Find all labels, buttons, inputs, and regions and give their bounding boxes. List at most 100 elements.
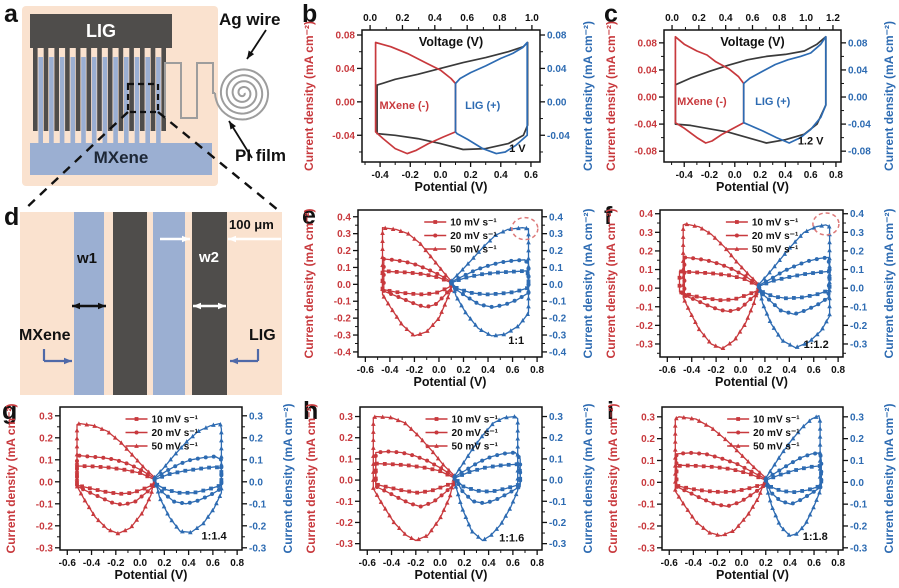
y-axis-title-left: Current density (mA cm⁻²): [606, 404, 620, 554]
y-tick-label-right: 0.0: [549, 476, 563, 487]
x-tick-label: 0.0: [133, 558, 147, 569]
y-axis-title-left: Current density (mA cm⁻²): [302, 21, 316, 171]
ag-wire-spiral: [214, 68, 270, 121]
x-axis: -0.6 -0.4 -0.2 0.0 0.2 0.4 0.6 0.8 Potential (V): [661, 550, 846, 582]
y-tick-label-left: 0.08: [638, 38, 658, 49]
y-tick-label-left: 0.3: [39, 411, 53, 422]
y-axis-title-right: Current density (mA cm⁻²): [882, 209, 896, 359]
legend-label: 10 mV s⁻¹: [152, 415, 199, 426]
plot-frame: [359, 406, 543, 551]
y-tick-label-left: -0.2: [334, 314, 352, 325]
x-tick-label: 0.4: [778, 170, 792, 181]
mxene-current-collector: [30, 143, 212, 175]
legend-label: 50 mV s⁻¹: [752, 245, 799, 256]
zoom-region-box: [126, 82, 160, 114]
x2-tick-label: 0.0: [665, 13, 679, 24]
mxene-electrode-label: MXene: [93, 148, 149, 167]
annotation-1:1.2: 1:1.2: [804, 339, 829, 351]
lig-finger: [118, 48, 124, 131]
lig-stripe-label: LIG: [249, 327, 276, 344]
y-tick-label-right: 0.0: [850, 284, 864, 295]
y-axis-title-right: Current density (mA cm⁻²): [281, 404, 295, 554]
chart-svg-h: -0.6 -0.4 -0.2 0.0 0.2 0.4 0.6 0.8 Potential (V)…: [304, 404, 595, 582]
y-axis-title-right: Current density (mA cm⁻²): [581, 21, 595, 171]
panel-letter-d: d: [4, 203, 20, 231]
y-tick-label-left: 0.0: [337, 280, 351, 291]
lig-stripe-1: [113, 212, 147, 395]
y-tick-label-right: -0.3: [549, 539, 567, 550]
y-tick-label-left: 0.0: [641, 478, 655, 489]
y-tick-label-left: -0.3: [636, 339, 654, 350]
annotation-1:1: 1:1: [508, 335, 524, 347]
x2-tick-label: 0.2: [692, 13, 706, 24]
legend-label: 50 mV s⁻¹: [152, 442, 199, 453]
series-MXene 20 mV s⁻¹: [74, 453, 157, 507]
plot-frame: [659, 209, 844, 358]
x-tick-label: 0.2: [157, 558, 171, 569]
legend-label: 10 mV s⁻¹: [753, 415, 800, 426]
x-tick-label: 0.2: [758, 365, 772, 376]
x-axis: -0.4 -0.2 0.0 0.2 0.4 0.6 0.8 Potential (V): [671, 162, 843, 194]
chart-panel-b: -0.4 -0.2 0.0 0.2 0.4 0.6 Potential (V) 0.0 0.2 0…: [300, 0, 598, 198]
panel-letter-i: i: [607, 397, 614, 425]
y-tick-label-right: 0.08: [848, 38, 868, 49]
lig-current-collector: [30, 14, 172, 48]
x-tick-label: -0.6: [359, 558, 377, 569]
x-tick-label: 0.0: [433, 170, 447, 181]
legend-label: 20 mV s⁻¹: [152, 428, 199, 439]
series-LIG 50 mV s⁻¹: [152, 422, 224, 535]
x2-axis: 0.0 0.2 0.4 0.6 0.8 1.0 1.2 Voltage (V): [665, 13, 840, 49]
y-tick-label-left: 0.3: [337, 229, 351, 240]
series-LIG 10 mV s⁻¹: [763, 464, 824, 495]
x-tick-label: -0.4: [685, 558, 703, 569]
y-axis-title-left: Current density (mA cm⁻²): [302, 209, 316, 359]
panel-letter-g: g: [2, 397, 18, 425]
y-axis-right: 0.3 0.2 0.1 0.0 -0.1 -0.2 -0.3 Current density …: [843, 404, 896, 554]
x-tick-label: 0.0: [734, 365, 748, 376]
series-MXene 50 mV s⁻¹: [74, 421, 157, 536]
plot-frame: [661, 406, 844, 551]
series-MXene 20 mV s⁻¹: [674, 450, 768, 508]
panel-letter-h: h: [303, 397, 319, 425]
annotation-LIG (+): LIG (+): [465, 100, 500, 112]
y-axis-title-right: Current density (mA cm⁻²): [581, 209, 595, 359]
x-tick-label: 0.8: [831, 558, 845, 569]
x-tick-label: 0.8: [230, 558, 244, 569]
y-tick-label-left: -0.1: [638, 500, 656, 511]
lig-finger: [161, 48, 166, 131]
w1-label: w1: [77, 250, 98, 267]
y-tick-label-right: -0.3: [549, 331, 567, 342]
y-tick-label-right: 0.0: [549, 280, 563, 291]
w2-label: w2: [199, 249, 220, 266]
y-tick-label-right: 0.00: [547, 97, 567, 108]
x-tick-label: -0.4: [371, 170, 389, 181]
x-axis: -0.6 -0.4 -0.2 0.0 0.2 0.4 0.6 0.8 Potential (V): [659, 357, 846, 389]
lig-finger: [86, 48, 92, 131]
x-axis: -0.6 -0.4 -0.2 0.0 0.2 0.4 0.6 0.8 Potential (V): [357, 357, 544, 389]
x2-tick-label: 0.2: [396, 13, 410, 24]
legend-label: 10 mV s⁻¹: [450, 218, 497, 229]
x-tick-label: 0.6: [506, 365, 520, 376]
y-axis-right: 0.3 0.2 0.1 0.0 -0.1 -0.2 -0.3 Current density …: [542, 404, 595, 553]
arrowhead: [193, 302, 201, 310]
y-axis-left: 0.4 0.3 0.2 0.1 0.0 -0.1 -0.2 -0.3 Current densi…: [604, 209, 660, 358]
x-tick-label: 0.4: [494, 170, 508, 181]
x-axis-title: Potential (V): [715, 375, 788, 389]
y-tick-label-right: 0.0: [249, 477, 263, 488]
chart-panel-h: -0.6 -0.4 -0.2 0.0 0.2 0.4 0.6 0.8 Potential (V)…: [302, 397, 598, 586]
mxene-finger: [59, 57, 65, 143]
highlight-ellipse: [511, 216, 539, 241]
lig-finger: [150, 48, 156, 131]
legend: 10 mV s⁻¹ 20 mV s⁻¹ 50 mV s⁻¹: [727, 415, 800, 453]
annotation-1:1.6: 1:1.6: [499, 532, 524, 544]
y-tick-label-right: -0.2: [850, 321, 868, 332]
y-tick-label-right: 0.3: [549, 229, 563, 240]
x-tick-label: -0.2: [406, 365, 424, 376]
x-axis-title: Potential (V): [716, 180, 789, 194]
y-axis-right: 0.08 0.04 0.00 -0.04 -0.08 Current density (m…: [841, 21, 896, 171]
x-axis-title: Potential (V): [716, 568, 789, 582]
y-tick-label-right: -0.2: [549, 518, 567, 529]
x-tick-label: 0.6: [506, 558, 520, 569]
y-tick-label-right: 0.3: [850, 228, 864, 239]
